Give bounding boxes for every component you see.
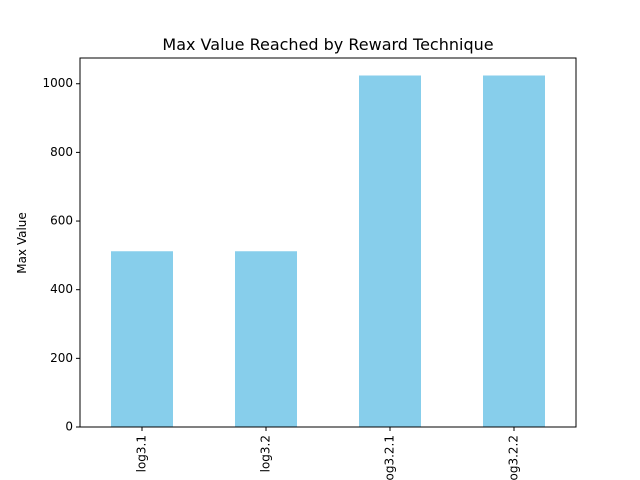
plot-frame	[79, 57, 577, 428]
y-axis-ticks: 0 200 400 600 800 1000	[42, 76, 80, 434]
bar-log3.2	[235, 251, 297, 427]
y-axis-label: Max Value	[15, 212, 29, 274]
x-tick-label: log3.1	[135, 435, 149, 472]
bars-group	[111, 75, 545, 428]
bar-log3.2.1	[359, 75, 421, 428]
y-tick-label: 400	[50, 282, 73, 296]
x-tick-label: log3.2	[259, 435, 273, 472]
x-tick-label: log3.2.2	[507, 435, 521, 480]
bar-log3.2.2	[483, 75, 545, 428]
chart-title: Max Value Reached by Reward Technique	[162, 35, 493, 54]
y-tick-label: 600	[50, 214, 73, 228]
y-tick-label: 200	[50, 351, 73, 365]
y-tick-label: 800	[50, 145, 73, 159]
x-tick-label: log3.2.1	[383, 435, 397, 480]
x-axis-ticks: log3.1 log3.2 log3.2.1 log3.2.2	[135, 427, 521, 480]
y-tick-label: 1000	[42, 76, 73, 90]
y-tick-label: 0	[65, 420, 73, 434]
bar-log3.1	[111, 251, 173, 427]
